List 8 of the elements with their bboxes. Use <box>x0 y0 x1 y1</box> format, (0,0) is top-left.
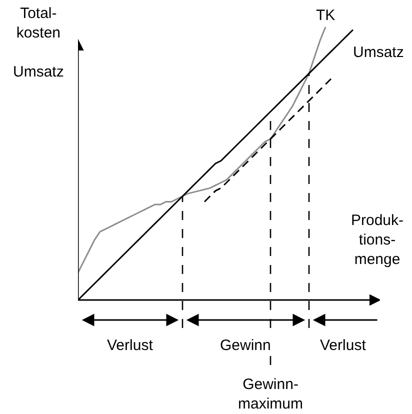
text: Verlust <box>320 337 367 354</box>
series-label: TK <box>316 7 336 24</box>
text: Verlust <box>107 337 154 354</box>
text: Total- kosten Umsatz <box>13 5 64 80</box>
series-label: Umsatz <box>353 44 404 61</box>
x-axis-title: Produk- tions- menge <box>351 212 404 268</box>
text: Gewinn <box>220 337 271 354</box>
text: Gewinn- maximum <box>238 376 304 412</box>
